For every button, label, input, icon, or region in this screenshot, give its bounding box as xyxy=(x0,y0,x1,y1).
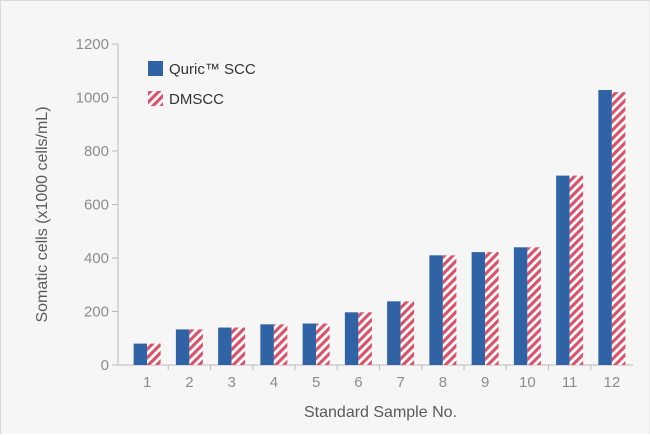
legend-label: Quric™ SCC xyxy=(169,61,256,78)
bar-quric-scc xyxy=(302,323,317,365)
bar-dmscc xyxy=(273,324,288,365)
bar-dmscc xyxy=(189,329,203,365)
bar-dmscc xyxy=(485,252,499,365)
bar-dmscc xyxy=(147,343,161,365)
x-tick-label: 3 xyxy=(227,374,235,391)
legend-label: DMSCC xyxy=(169,91,224,108)
y-tick-label: 800 xyxy=(84,143,109,160)
bar-quric-scc xyxy=(260,324,274,365)
bar-quric-scc xyxy=(344,312,359,365)
bar-quric-scc xyxy=(598,90,612,365)
y-axis-title: Somatic cells (x1000 cells/mL) xyxy=(34,106,51,322)
y-tick-label: 400 xyxy=(84,250,109,267)
bar-dmscc xyxy=(400,301,415,365)
legend-swatch xyxy=(148,91,163,106)
bar-quric-scc xyxy=(556,175,570,365)
bar-dmscc xyxy=(442,255,457,365)
y-tick-label: 1200 xyxy=(76,36,109,53)
x-tick-label: 5 xyxy=(312,374,320,391)
y-tick-label: 200 xyxy=(84,304,109,321)
bar-dmscc xyxy=(231,327,246,365)
bar-quric-scc xyxy=(133,343,148,365)
bar-dmscc xyxy=(358,312,372,365)
y-tick-label: 0 xyxy=(101,357,109,374)
bar-quric-scc xyxy=(387,301,401,365)
bar-quric-scc xyxy=(513,247,528,365)
bar-dmscc xyxy=(527,247,541,365)
bar-quric-scc xyxy=(429,255,443,365)
bar-quric-scc xyxy=(218,327,232,365)
y-tick-label: 600 xyxy=(84,197,109,214)
x-tick-label: 11 xyxy=(562,374,578,391)
x-tick-label: 10 xyxy=(519,374,536,391)
x-tick-label: 2 xyxy=(185,374,193,391)
x-tick-label: 6 xyxy=(354,374,362,391)
bar-dmscc xyxy=(316,323,330,365)
bar-quric-scc xyxy=(471,252,486,365)
bar-quric-scc xyxy=(175,329,190,365)
x-tick-label: 9 xyxy=(481,374,489,391)
x-tick-label: 4 xyxy=(270,374,278,391)
bar-dmscc xyxy=(611,92,626,366)
x-axis-title: Standard Sample No. xyxy=(304,404,457,421)
x-tick-label: 8 xyxy=(439,374,447,391)
bar-dmscc xyxy=(569,175,584,365)
legend: Quric™ SCC DMSCC xyxy=(148,61,256,108)
legend-swatch xyxy=(148,61,163,76)
x-tick-label: 1 xyxy=(143,374,151,391)
bars xyxy=(133,90,626,366)
y-tick-label: 1000 xyxy=(76,90,109,107)
x-tick-label: 12 xyxy=(604,374,621,391)
x-tick-label: 7 xyxy=(396,374,404,391)
